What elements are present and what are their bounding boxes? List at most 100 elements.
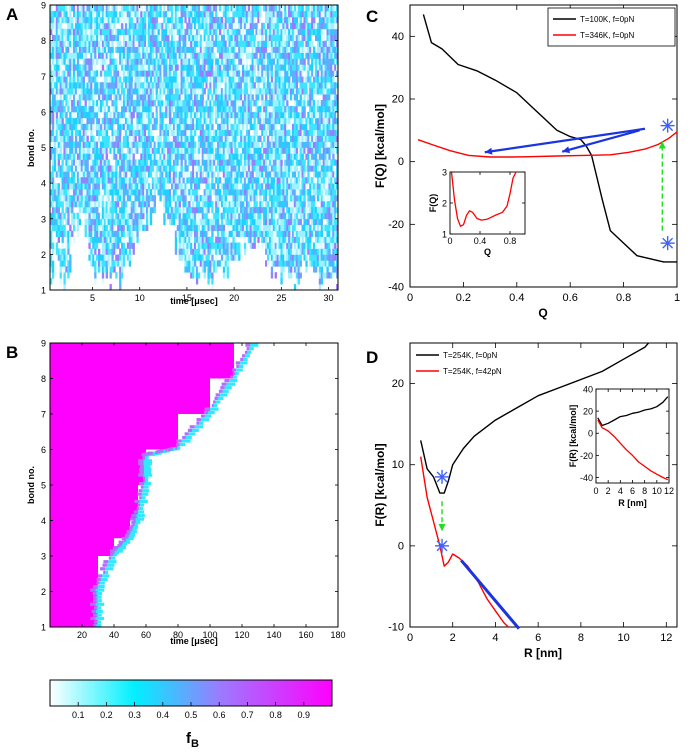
heatmap-cell	[149, 147, 153, 154]
heatmap-cell	[288, 260, 291, 267]
heatmap-cell	[270, 129, 274, 137]
heatmap-cell	[119, 28, 122, 36]
heatmap-cell	[307, 248, 310, 255]
heatmap-cell	[213, 189, 216, 196]
heatmap-cell	[109, 218, 112, 226]
heatmap-cell	[284, 135, 287, 142]
heatmap-cell	[96, 28, 99, 36]
heatmap-cell	[282, 230, 285, 237]
heatmap-cell	[232, 70, 235, 77]
heatmap-cell	[236, 52, 239, 59]
heatmap-cell	[126, 218, 130, 226]
heatmap-cell	[284, 224, 287, 232]
heatmap-cell	[140, 159, 143, 166]
heatmap-cell	[151, 147, 155, 154]
heatmap-cell	[105, 82, 108, 89]
heatmap-cell	[234, 111, 237, 119]
heatmap-cell	[303, 58, 306, 65]
heatmap-cell	[203, 224, 206, 232]
heatmap-cell	[172, 40, 176, 47]
heatmap-cell	[290, 52, 293, 59]
heatmap-cell	[51, 70, 55, 77]
heatmap-cell	[243, 147, 247, 154]
heatmap-cell	[259, 123, 262, 131]
heatmap-cell	[199, 165, 203, 172]
heatmap-cell	[124, 183, 128, 190]
heatmap-cell	[80, 88, 84, 95]
heatmap-cell	[224, 94, 228, 101]
heatmap-cell	[293, 100, 297, 107]
heatmap-cell	[51, 129, 55, 137]
heatmap-cell	[159, 105, 162, 113]
heatmap-cell	[290, 236, 293, 243]
heatmap-cell	[266, 206, 270, 214]
heatmap-cell	[50, 129, 53, 137]
heatmap-cell	[63, 272, 66, 279]
heatmap-cell	[163, 105, 166, 113]
heatmap-cell	[78, 200, 82, 208]
heatmap-cell	[78, 100, 82, 107]
heatmap-cell	[163, 135, 166, 142]
heatmap-cell	[276, 100, 279, 107]
heatmap-cell	[53, 165, 57, 172]
heatmap-cell	[265, 206, 268, 214]
heatmap-cell	[295, 248, 299, 255]
heatmap-cell	[169, 171, 172, 178]
heatmap-cell	[130, 218, 133, 226]
heatmap-cell	[195, 183, 199, 190]
heatmap-cell	[240, 82, 243, 89]
heatmap-cell	[245, 88, 249, 95]
heatmap-cell	[149, 159, 153, 166]
heatmap-cell	[121, 159, 124, 166]
heatmap-cell	[67, 212, 70, 220]
heatmap-cell	[261, 159, 264, 166]
heatmap-cell	[228, 82, 231, 89]
heatmap-cell	[65, 177, 68, 184]
heatmap-cell	[98, 212, 101, 220]
heatmap-cell	[71, 82, 74, 89]
heatmap-cell	[105, 200, 108, 208]
heatmap-cell	[67, 70, 70, 77]
heatmap-cell	[291, 22, 295, 30]
heatmap-cell	[147, 135, 151, 142]
heatmap-cell	[240, 40, 243, 47]
heatmap-cell	[243, 111, 247, 119]
heatmap-cell	[105, 266, 108, 273]
heatmap-cell	[268, 242, 272, 249]
heatmap-cell	[182, 123, 185, 131]
heatmap-cell	[73, 64, 76, 71]
heatmap-cell	[188, 218, 191, 226]
heatmap-cell	[115, 165, 118, 172]
heatmap-cell	[155, 177, 158, 184]
heatmap-cell	[226, 254, 229, 261]
heatmap-cell	[113, 224, 116, 232]
heatmap-cell	[182, 76, 185, 83]
heatmap-cell	[161, 105, 164, 113]
heatmap-cell	[67, 123, 70, 131]
heatmap-cell	[205, 189, 208, 196]
heatmap-cell	[199, 76, 203, 83]
heatmap-cell	[86, 171, 89, 178]
heatmap-cell	[284, 58, 287, 65]
heatmap-cell	[303, 254, 306, 261]
heatmap-cell	[307, 117, 310, 125]
heatmap-cell	[132, 224, 135, 232]
heatmap-cell	[205, 212, 208, 220]
heatmap-cell	[134, 22, 137, 30]
heatmap-cell	[209, 111, 212, 119]
heatmap-cell	[134, 52, 137, 59]
heatmap-cell	[67, 58, 70, 65]
heatmap-cell	[53, 147, 57, 154]
heatmap-cell	[209, 165, 212, 172]
heatmap-cell	[218, 147, 222, 154]
heatmap-cell	[180, 248, 183, 255]
heatmap-cell	[282, 212, 285, 220]
heatmap-cell	[184, 123, 187, 131]
heatmap-cell	[201, 135, 204, 142]
heatmap-cell	[245, 76, 249, 83]
heatmap-cell	[88, 22, 91, 30]
heatmap-cell	[57, 52, 60, 59]
heatmap-cell	[261, 189, 264, 196]
heatmap-cell	[195, 236, 199, 243]
heatmap-cell	[140, 117, 143, 125]
